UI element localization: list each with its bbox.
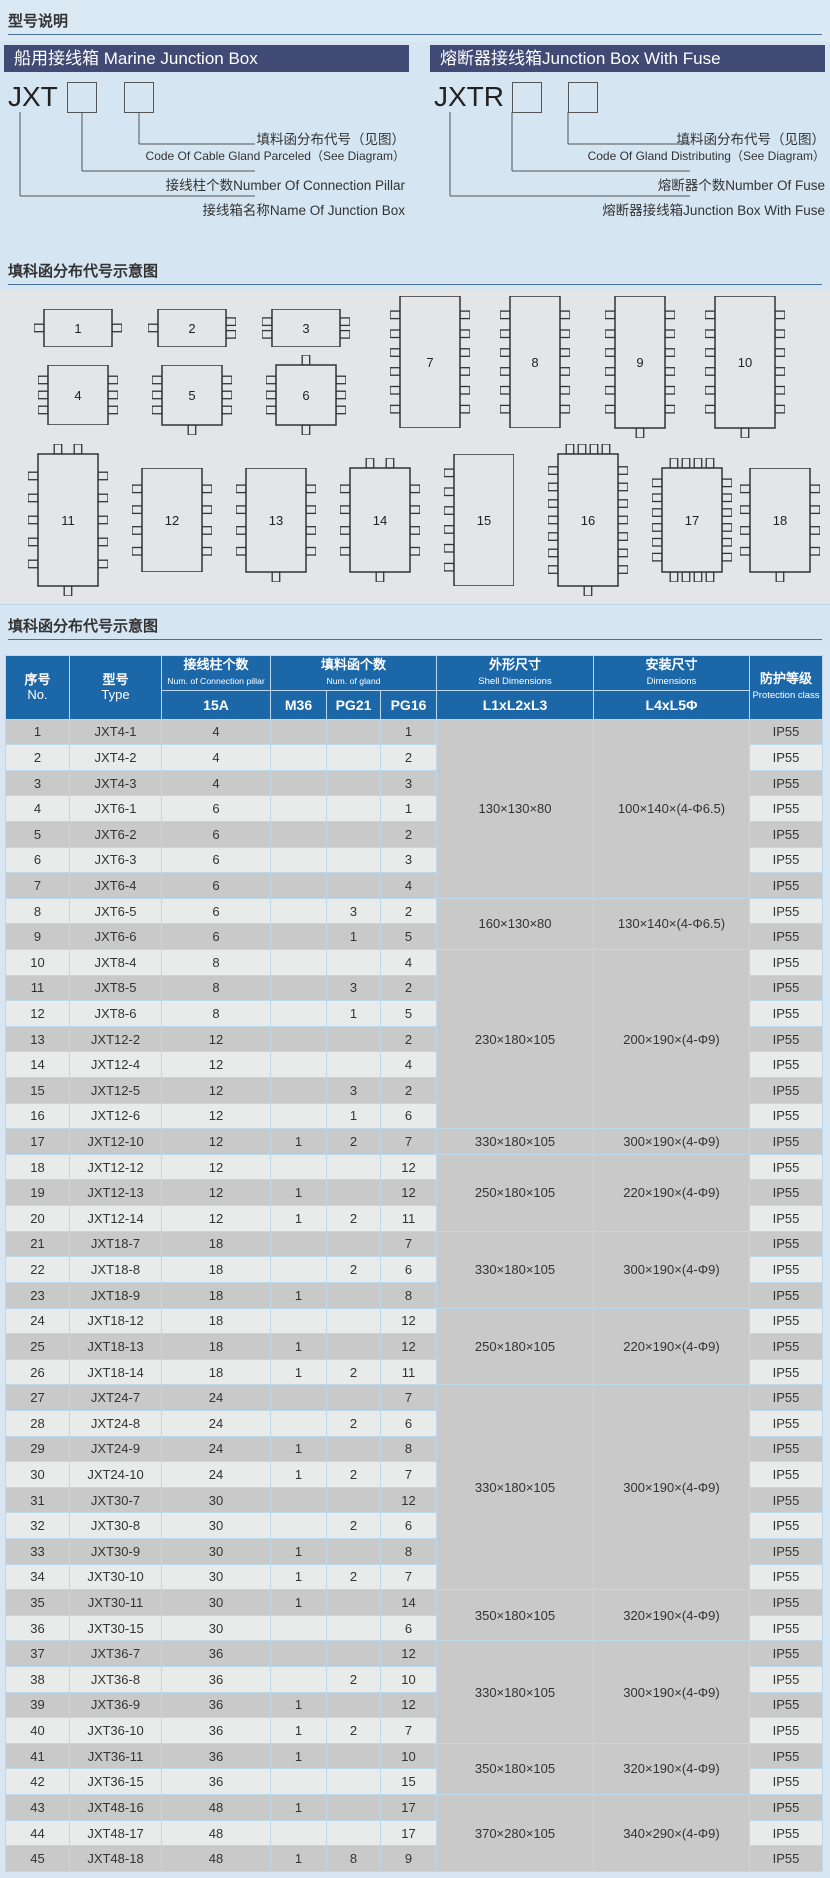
svg-text:12: 12: [165, 513, 179, 528]
svg-text:15: 15: [477, 513, 491, 528]
svg-text:18: 18: [773, 513, 787, 528]
svg-text:13: 13: [269, 513, 283, 528]
svg-text:7: 7: [426, 355, 433, 370]
svg-text:1: 1: [74, 321, 81, 336]
svg-text:8: 8: [531, 355, 538, 370]
svg-text:14: 14: [373, 513, 387, 528]
svg-text:11: 11: [61, 513, 75, 528]
svg-text:6: 6: [302, 388, 309, 403]
svg-text:3: 3: [302, 321, 309, 336]
svg-text:17: 17: [685, 513, 699, 528]
svg-text:9: 9: [636, 355, 643, 370]
svg-text:10: 10: [738, 355, 752, 370]
svg-text:16: 16: [581, 513, 595, 528]
svg-text:5: 5: [188, 388, 195, 403]
svg-text:2: 2: [188, 321, 195, 336]
svg-text:4: 4: [74, 388, 81, 403]
